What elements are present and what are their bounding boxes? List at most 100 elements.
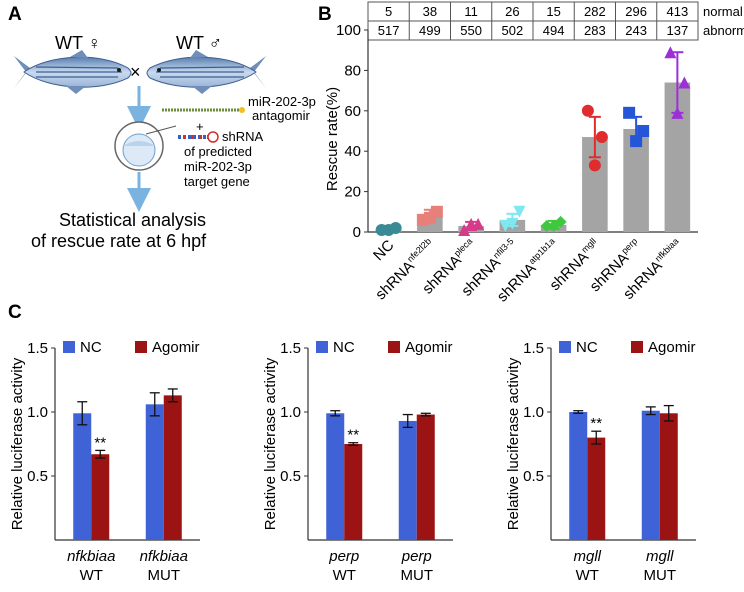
plus-symbol: +	[196, 119, 204, 134]
data-point	[540, 219, 553, 232]
y-tick-label: 0	[353, 224, 361, 241]
table-cell-abnormal: 550	[460, 23, 482, 38]
panel-label-b: B	[318, 4, 332, 25]
data-point	[588, 159, 601, 172]
bar	[569, 412, 588, 540]
legend-swatch-nc	[559, 341, 571, 353]
y-tick-label: 1.0	[280, 404, 301, 421]
antagomir-label-line1: miR-202-3p	[248, 94, 316, 109]
data-point	[465, 217, 478, 230]
table-cell-normal: 296	[625, 4, 647, 19]
x-category-type: MUT	[644, 567, 677, 584]
legend-swatch-nc	[316, 341, 328, 353]
legend-swatch-nc	[63, 341, 75, 353]
bar	[587, 437, 606, 540]
legend-swatch-agomir	[135, 341, 147, 353]
bar	[398, 420, 417, 540]
bar	[416, 414, 435, 540]
legend-label-nc: NC	[333, 339, 355, 356]
legend-label-agomir: Agomir	[152, 339, 200, 356]
shrna-label-line2: of predicted	[184, 144, 252, 159]
cross-symbol: ×	[130, 62, 141, 82]
data-point	[664, 46, 677, 59]
bar	[641, 410, 660, 540]
result-label-line2: of rescue rate at 6 hpf	[31, 231, 207, 251]
shrna-label-line3: miR-202-3p	[184, 159, 252, 174]
panel-label-c: C	[8, 302, 22, 323]
y-tick-label: 0.5	[280, 468, 301, 485]
data-point	[581, 104, 594, 117]
y-tick-label: 1.0	[523, 404, 544, 421]
male-fish-icon	[146, 50, 266, 94]
data-point	[595, 131, 608, 144]
bar	[326, 413, 345, 540]
x-category-gene: perp	[328, 548, 359, 565]
shrna-label-line1: shRNA	[222, 129, 264, 144]
data-point	[671, 106, 684, 119]
y-tick-label: 80	[344, 62, 361, 79]
data-point	[637, 125, 650, 137]
data-point	[499, 219, 512, 232]
legend-label-agomir: Agomir	[648, 339, 696, 356]
table-cell-abnormal: 283	[584, 23, 606, 38]
legend-swatch-agomir	[388, 341, 400, 353]
table-cell-normal: 26	[505, 4, 519, 19]
result-label-line1: Statistical analysis	[59, 210, 206, 230]
y-tick-label: 100	[336, 22, 361, 39]
table-row-label-normal: normal	[703, 4, 743, 19]
table-cell-abnormal: 137	[667, 23, 689, 38]
x-category-gene: mgll	[646, 548, 674, 565]
table-cell-abnormal: 499	[419, 23, 441, 38]
significance-mark: **	[94, 434, 106, 451]
table-cell-abnormal: 243	[625, 23, 647, 38]
y-tick-label: 60	[344, 103, 361, 120]
x-category-label: NC	[370, 237, 397, 264]
y-axis-label: Rescue rate(%)	[324, 87, 341, 191]
data-point	[458, 223, 471, 236]
legend-label-agomir: Agomir	[405, 339, 453, 356]
legend-label-nc: NC	[576, 339, 598, 356]
significance-mark: **	[347, 427, 359, 444]
table-cell-normal: 11	[464, 4, 478, 19]
bar	[163, 395, 182, 540]
data-point	[423, 211, 436, 224]
data-point	[513, 205, 526, 218]
y-tick-label: 1.5	[27, 340, 48, 357]
table-cell-abnormal: 494	[543, 23, 565, 38]
bar	[344, 444, 363, 540]
wt-male-label: WT ♂	[176, 33, 222, 53]
antagomir-strand-icon	[162, 107, 245, 113]
x-category-gene: mgll	[573, 548, 601, 565]
female-fish-icon	[14, 50, 132, 94]
x-category-type: WT	[576, 567, 599, 584]
table-cell-normal: 15	[546, 4, 560, 19]
x-category-type: WT	[333, 567, 356, 584]
data-point	[547, 219, 560, 232]
shrna-hairpin-icon	[178, 131, 219, 143]
antagomir-label-line2: antagomir	[252, 108, 310, 123]
panel-a: A WT ♀ WT ♂ × miR-202-	[8, 4, 316, 251]
y-tick-label: 20	[344, 184, 361, 201]
legend-swatch-agomir	[631, 341, 643, 353]
counts-table: 5 38 11 26 15 282 296 413 517 499 550 502 494 283 243 1…	[367, 1, 744, 41]
data-point	[382, 223, 395, 236]
data-point	[623, 106, 636, 119]
bar	[145, 404, 164, 540]
y-axis-label: Relative luciferase activity	[505, 357, 522, 530]
legend-label-nc: NC	[80, 339, 102, 356]
x-category-gene: nfkbiaa	[140, 548, 188, 565]
y-axis-label: Relative luciferase activity	[262, 357, 279, 530]
x-category-gene: nfkbiaa	[67, 548, 115, 565]
y-tick-label: 1.5	[280, 340, 301, 357]
table-cell-normal: 413	[667, 4, 689, 19]
x-category-type: WT	[80, 567, 103, 584]
data-point	[630, 135, 643, 148]
x-category-type: MUT	[401, 567, 434, 584]
panel-b: B 5 38 11 26 15 282 296 413 517 499 550 502 494 283 24…	[318, 1, 744, 305]
